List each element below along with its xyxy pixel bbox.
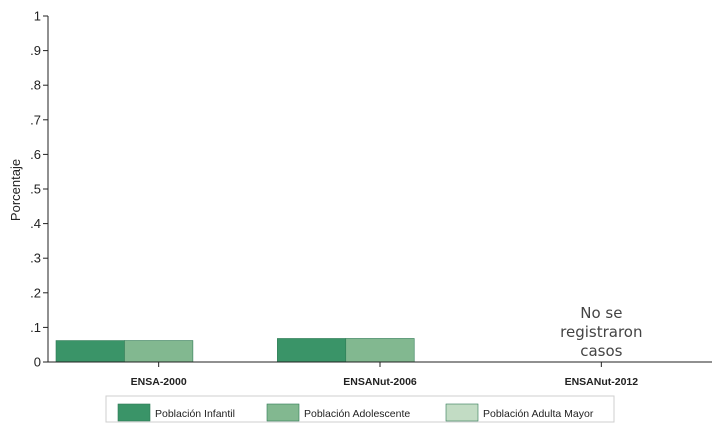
y-tick-label: .2 — [30, 285, 41, 300]
x-tick-label: ENSA-2000 — [131, 376, 187, 388]
bar — [55, 340, 125, 363]
legend-label: Población Infantil — [155, 408, 235, 420]
bars — [55, 338, 415, 363]
annotations: No se registraron casos — [560, 304, 642, 360]
x-axis: ENSA-2000 ENSANut-2006 ENSANut-2012 — [48, 361, 712, 388]
x-tick-label: ENSANut-2006 — [343, 376, 417, 388]
y-tick-label: .1 — [30, 320, 41, 335]
legend-swatch — [266, 403, 300, 422]
legend-box — [105, 395, 615, 423]
y-axis-label: Porcentaje — [8, 159, 23, 221]
bar — [345, 338, 415, 363]
y-tick-label: .9 — [30, 43, 41, 58]
y-tick-label: .7 — [30, 112, 41, 127]
y-tick-label: 0 — [34, 355, 41, 370]
bar — [277, 338, 347, 363]
y-axis: 0 .1 .2 .3 .4 .5 .6 .7 .8 .9 1 — [30, 9, 49, 370]
y-tick-label: 1 — [34, 9, 41, 24]
x-tick-label: ENSANut-2012 — [565, 376, 639, 388]
y-tick-label: .4 — [30, 216, 41, 231]
legend-swatch — [117, 403, 151, 422]
y-tick-label: .8 — [30, 78, 41, 93]
legend: Población Infantil Población Adolescente P… — [105, 395, 615, 423]
y-tick-label: .5 — [30, 182, 41, 197]
annotation-line: casos — [580, 342, 622, 360]
annotation-text: No se registraron casos — [560, 304, 642, 360]
legend-swatch — [445, 403, 479, 422]
bar — [124, 340, 194, 363]
legend-label: Población Adulta Mayor — [483, 408, 594, 420]
y-tick-label: .3 — [30, 251, 41, 266]
annotation-line: registraron — [560, 323, 642, 341]
y-tick-label: .6 — [30, 147, 41, 162]
annotation-line: No se — [580, 304, 622, 322]
legend-label: Población Adolescente — [304, 408, 410, 420]
